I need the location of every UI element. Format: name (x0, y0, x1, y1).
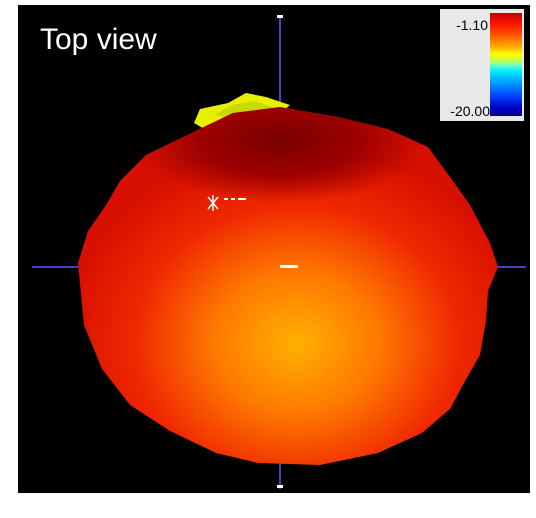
pattern-viewport: Top view -1.10 -20.00 (18, 5, 530, 493)
axis-end-marker-bottom (277, 485, 283, 488)
color-scale-legend: -1.10 -20.00 (440, 9, 524, 121)
pattern-dark-region (118, 107, 470, 257)
axis-end-marker-top (277, 15, 283, 18)
scale-max-label: -1.10 (456, 17, 488, 33)
view-title: Top view (40, 23, 157, 56)
color-scale-bar (490, 13, 522, 116)
feed-marker-icon (207, 195, 246, 211)
scale-min-label: -20.00 (450, 103, 490, 119)
radiation-pattern-plot (32, 15, 526, 489)
center-marker (280, 265, 298, 268)
